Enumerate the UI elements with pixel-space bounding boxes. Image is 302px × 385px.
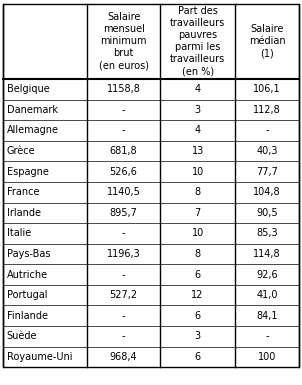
Text: Royaume-Uni: Royaume-Uni: [7, 352, 72, 362]
Text: 114,8: 114,8: [253, 249, 281, 259]
Text: Espagne: Espagne: [7, 167, 49, 177]
Text: Grèce: Grèce: [7, 146, 35, 156]
Text: Irlande: Irlande: [7, 208, 41, 218]
Text: Part des
travailleurs
pauvres
parmi les
travailleurs
(en %): Part des travailleurs pauvres parmi les …: [170, 7, 225, 76]
Text: 6: 6: [194, 352, 201, 362]
Text: 7: 7: [194, 208, 201, 218]
Text: 112,8: 112,8: [253, 105, 281, 115]
Text: 106,1: 106,1: [253, 84, 281, 94]
Text: -: -: [122, 105, 125, 115]
Text: France: France: [7, 187, 39, 197]
Text: Pays-Bas: Pays-Bas: [7, 249, 50, 259]
Text: 1158,8: 1158,8: [107, 84, 140, 94]
Text: 92,6: 92,6: [256, 270, 278, 280]
Text: 104,8: 104,8: [253, 187, 281, 197]
Text: 40,3: 40,3: [256, 146, 278, 156]
Text: -: -: [122, 126, 125, 136]
Text: Danemark: Danemark: [7, 105, 58, 115]
Text: -: -: [122, 270, 125, 280]
Text: 526,6: 526,6: [110, 167, 138, 177]
Text: 100: 100: [258, 352, 276, 362]
Text: 8: 8: [194, 249, 201, 259]
Text: Salaire
médian
(1): Salaire médian (1): [249, 24, 285, 59]
Text: 895,7: 895,7: [110, 208, 138, 218]
Text: 13: 13: [191, 146, 204, 156]
Text: 1196,3: 1196,3: [107, 249, 140, 259]
Text: 77,7: 77,7: [256, 167, 278, 177]
Text: -: -: [122, 228, 125, 238]
Text: 10: 10: [191, 167, 204, 177]
Text: 6: 6: [194, 270, 201, 280]
Text: 90,5: 90,5: [256, 208, 278, 218]
Text: Suède: Suède: [7, 331, 37, 341]
Text: 10: 10: [191, 228, 204, 238]
Text: 3: 3: [194, 105, 201, 115]
Text: 41,0: 41,0: [256, 290, 278, 300]
Text: Allemagne: Allemagne: [7, 126, 59, 136]
Text: 6: 6: [194, 311, 201, 321]
Text: 8: 8: [194, 187, 201, 197]
Text: -: -: [265, 126, 269, 136]
Text: Salaire
mensuel
minimum
brut
(en euros): Salaire mensuel minimum brut (en euros): [99, 12, 149, 70]
Text: Italie: Italie: [7, 228, 31, 238]
Text: -: -: [122, 311, 125, 321]
Text: Belgique: Belgique: [7, 84, 50, 94]
Text: Portugal: Portugal: [7, 290, 47, 300]
Text: -: -: [265, 331, 269, 341]
Text: 3: 3: [194, 331, 201, 341]
Text: Autriche: Autriche: [7, 270, 48, 280]
Text: 12: 12: [191, 290, 204, 300]
Text: 681,8: 681,8: [110, 146, 137, 156]
Text: -: -: [122, 331, 125, 341]
Text: 527,2: 527,2: [110, 290, 138, 300]
Text: 4: 4: [194, 84, 201, 94]
Text: 4: 4: [194, 126, 201, 136]
Text: 1140,5: 1140,5: [107, 187, 140, 197]
Text: 85,3: 85,3: [256, 228, 278, 238]
Text: Finlande: Finlande: [7, 311, 48, 321]
Text: 84,1: 84,1: [256, 311, 278, 321]
Text: 968,4: 968,4: [110, 352, 137, 362]
